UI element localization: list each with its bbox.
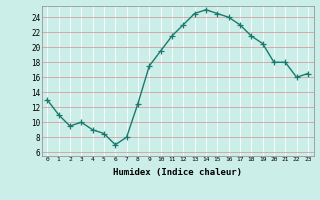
X-axis label: Humidex (Indice chaleur): Humidex (Indice chaleur) [113, 168, 242, 177]
